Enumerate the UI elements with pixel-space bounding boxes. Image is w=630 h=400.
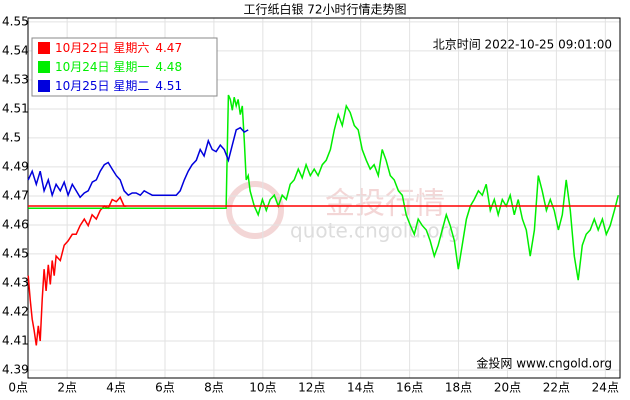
x-tick-label: 18点 (445, 381, 472, 395)
y-tick-label: 4.51 (2, 101, 29, 115)
y-tick-label: 4.47 (2, 189, 29, 203)
x-tick-label: 2点 (57, 381, 77, 395)
chart-title: 工行纸白银 72小时行情走势图 (243, 2, 406, 17)
x-tick-label: 10点 (249, 381, 276, 395)
y-tick-label: 4.49 (2, 159, 29, 173)
y-tick-label: 4.43 (2, 276, 29, 290)
y-tick-label: 4.45 (2, 246, 29, 260)
x-tick-label: 8点 (204, 381, 224, 395)
watermark-url: quote.cngold.org (290, 219, 460, 243)
y-tick-label: 4.53 (2, 72, 29, 86)
x-tick-label: 16点 (396, 381, 423, 395)
subtitle: 北京时间 2022-10-25 09:01:00 (433, 38, 612, 52)
legend-close: 4.48 (155, 60, 182, 74)
source: 金投网 www.cngold.org (476, 356, 612, 371)
legend-close: 4.51 (155, 79, 182, 93)
legend-close: 4.47 (155, 41, 182, 55)
x-tick-label: 14点 (347, 381, 374, 395)
y-tick-label: 4.46 (2, 217, 29, 231)
x-tick-label: 20点 (494, 381, 521, 395)
plot-border (27, 17, 621, 379)
legend-entry: 10月25日 星期二 4.51 (55, 79, 182, 93)
y-tick-label: 4.54 (2, 43, 29, 57)
y-tick-label: 4.5 (2, 130, 21, 144)
watermark-logo (226, 181, 284, 239)
y-tick-label: 4.42 (2, 305, 29, 319)
legend-name: 10月25日 星期二 (55, 79, 149, 93)
watermark: 金投行情 (325, 187, 445, 222)
x-tick-label: 4点 (106, 381, 126, 395)
legend-swatch (38, 80, 50, 92)
legend-swatch (38, 61, 50, 73)
x-tick-label: 24点 (592, 381, 619, 395)
x-tick-label: 6点 (155, 381, 175, 395)
line-series (27, 126, 249, 199)
legend-entry: 10月22日 星期六 4.47 (55, 41, 182, 55)
legend-box (31, 37, 218, 97)
y-tick-label: 4.41 (2, 333, 29, 347)
x-tick-label: 0点 (8, 381, 28, 395)
legend-entry: 10月24日 星期一 4.48 (55, 60, 182, 74)
legend-swatch (38, 42, 50, 54)
y-tick-label: 4.55 (2, 14, 29, 28)
x-tick-label: 22点 (543, 381, 570, 395)
legend-name: 10月22日 星期六 (55, 41, 149, 55)
legend-name: 10月24日 星期一 (55, 60, 149, 74)
x-tick-label: 12点 (298, 381, 325, 395)
line-series (28, 94, 620, 281)
y-tick-label: 4.39 (2, 363, 29, 377)
